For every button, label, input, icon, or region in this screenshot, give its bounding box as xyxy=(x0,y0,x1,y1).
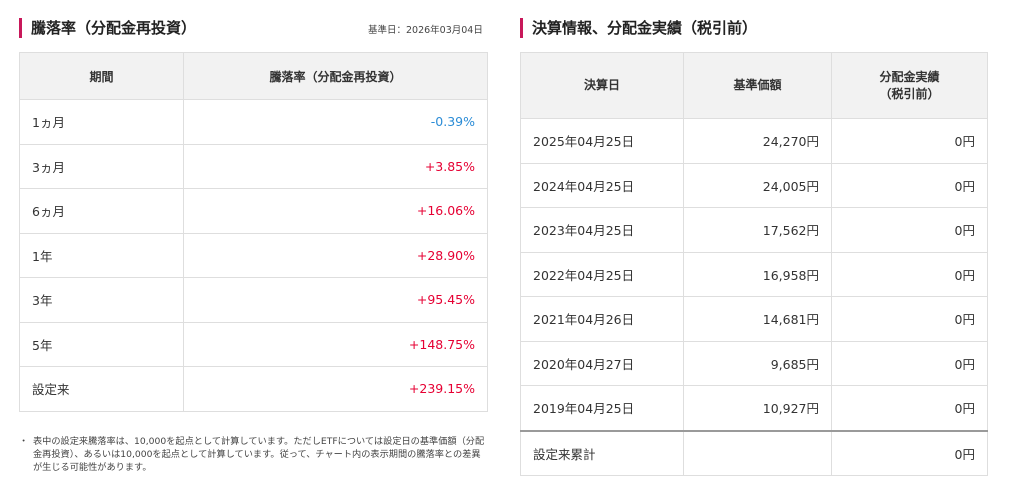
nav-cell: 24,270円 xyxy=(683,118,832,164)
footnote: ・ 表中の設定来騰落率は、10,000を起点として計算しています。ただしETFに… xyxy=(19,435,489,474)
nav-cell: 10,927円 xyxy=(683,385,832,431)
footnote-text: 表中の設定来騰落率は、10,000を起点として計算しています。ただしETFについ… xyxy=(33,436,485,473)
dividends-title: 決算情報、分配金実績（税引前） xyxy=(520,18,757,38)
dividend-cell: 0円 xyxy=(831,251,988,297)
table-row: 2021年04月26日 14,681円 0円 xyxy=(520,296,988,342)
return-cell: +95.45% xyxy=(183,277,488,323)
total-dividend-cell: 0円 xyxy=(831,429,988,476)
period-cell: 3ヵ月 xyxy=(19,143,184,189)
table-row: 5年 +148.75% xyxy=(19,321,488,367)
nav-cell: 16,958円 xyxy=(683,251,832,297)
total-nav-cell xyxy=(683,429,832,476)
period-cell: 1ヵ月 xyxy=(19,99,184,145)
period-cell: 設定来 xyxy=(19,366,184,412)
return-cell: +16.06% xyxy=(183,188,488,234)
settlement-date-cell: 2021年04月26日 xyxy=(520,296,684,342)
dividend-cell: 0円 xyxy=(831,340,988,386)
table-row: 2023年04月25日 17,562円 0円 xyxy=(520,207,988,253)
table-row: 2022年04月25日 16,958円 0円 xyxy=(520,251,988,297)
base-date: 基準日：2026年03月04日 xyxy=(368,25,483,36)
column-header-date: 決算日 xyxy=(520,52,684,119)
return-cell: +28.90% xyxy=(183,232,488,278)
dividend-cell: 0円 xyxy=(831,162,988,208)
period-cell: 6ヵ月 xyxy=(19,188,184,234)
dividend-cell: 0円 xyxy=(831,385,988,431)
dividend-table: 決算日 基準価額 分配金実績 （税引前） 2025年04月25日 24,270円 0… xyxy=(520,52,988,476)
table-row: 1ヵ月 -0.39% xyxy=(19,99,488,145)
dividend-cell: 0円 xyxy=(831,207,988,253)
return-cell: +3.85% xyxy=(183,143,488,189)
return-cell: +148.75% xyxy=(183,321,488,367)
table-header-row: 決算日 基準価額 分配金実績 （税引前） xyxy=(520,52,988,119)
table-row: 3ヵ月 +3.85% xyxy=(19,143,488,189)
footnote-bullet: ・ xyxy=(19,436,29,447)
total-row: 設定来累計 0円 xyxy=(520,429,988,476)
column-header-return: 騰落率（分配金再投資） xyxy=(183,52,488,100)
performance-table: 期間 騰落率（分配金再投資） 1ヵ月 -0.39% 3ヵ月 +3.85% 6ヵ月 +16.… xyxy=(19,52,488,412)
table-row: 2019年04月25日 10,927円 0円 xyxy=(520,385,988,431)
column-header-nav: 基準価額 xyxy=(683,52,832,119)
period-cell: 5年 xyxy=(19,321,184,367)
table-row: 2020年04月27日 9,685円 0円 xyxy=(520,340,988,386)
table-row: 2025年04月25日 24,270円 0円 xyxy=(520,118,988,164)
return-cell: -0.39% xyxy=(183,99,488,145)
return-cell: +239.15% xyxy=(183,366,488,412)
table-row: 6ヵ月 +16.06% xyxy=(19,188,488,234)
column-header-period: 期間 xyxy=(19,52,184,100)
performance-title: 騰落率（分配金再投資） xyxy=(19,18,196,38)
period-cell: 3年 xyxy=(19,277,184,323)
table-row: 3年 +95.45% xyxy=(19,277,488,323)
dividend-cell: 0円 xyxy=(831,118,988,164)
settlement-date-cell: 2025年04月25日 xyxy=(520,118,684,164)
table-row: 1年 +28.90% xyxy=(19,232,488,278)
nav-cell: 17,562円 xyxy=(683,207,832,253)
settlement-date-cell: 2019年04月25日 xyxy=(520,385,684,431)
table-header-row: 期間 騰落率（分配金再投資） xyxy=(19,52,488,100)
nav-cell: 14,681円 xyxy=(683,296,832,342)
settlement-date-cell: 2024年04月25日 xyxy=(520,162,684,208)
table-row: 設定来 +239.15% xyxy=(19,366,488,412)
settlement-date-cell: 2020年04月27日 xyxy=(520,340,684,386)
settlement-date-cell: 2022年04月25日 xyxy=(520,251,684,297)
table-row: 2024年04月25日 24,005円 0円 xyxy=(520,162,988,208)
dividend-cell: 0円 xyxy=(831,296,988,342)
column-header-dividend: 分配金実績 （税引前） xyxy=(831,52,988,119)
settlement-date-cell: 2023年04月25日 xyxy=(520,207,684,253)
nav-cell: 9,685円 xyxy=(683,340,832,386)
period-cell: 1年 xyxy=(19,232,184,278)
total-label-cell: 設定来累計 xyxy=(520,429,684,476)
nav-cell: 24,005円 xyxy=(683,162,832,208)
